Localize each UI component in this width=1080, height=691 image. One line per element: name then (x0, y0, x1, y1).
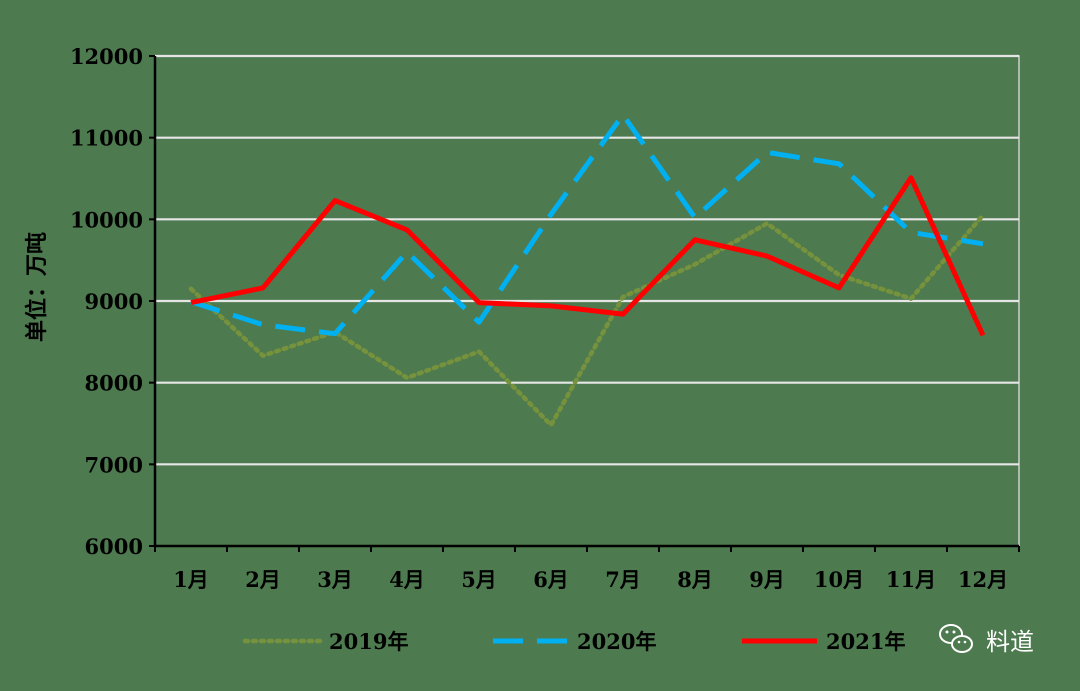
x-tick-label: 11月 (886, 567, 936, 592)
x-tick-label: 6月 (533, 567, 569, 592)
legend-item: 2020年 (493, 629, 656, 654)
x-tick-label: 1月 (173, 567, 209, 592)
x-tick-label: 8月 (677, 567, 713, 592)
legend-label: 2019年 (329, 629, 408, 654)
y-tick-label: 7000 (85, 452, 143, 477)
x-tick-label: 9月 (749, 567, 785, 592)
axes (149, 55, 1020, 552)
series-line (190, 112, 984, 337)
x-tick-label: 10月 (814, 567, 864, 592)
y-tick-label: 6000 (85, 534, 143, 559)
x-tick-label: 12月 (958, 567, 1008, 592)
y-tick-label: 8000 (85, 371, 143, 396)
y-tick-label: 10000 (70, 207, 143, 232)
x-tick-label: 4月 (389, 567, 425, 592)
legend: 2019年 2020年 2021年 (242, 629, 905, 654)
watermark: 料道 (939, 624, 1034, 656)
gridlines (155, 54, 1019, 466)
legend-item: 2019年 (242, 629, 408, 654)
y-tick-label: 9000 (85, 289, 143, 314)
wechat-icon (939, 624, 973, 653)
y-tick-labels: 6000 7000 8000 9000 10000 11000 12000 (70, 44, 143, 559)
series-line (188, 213, 986, 428)
x-tick-label: 7月 (605, 567, 641, 592)
series-lines (188, 112, 986, 428)
x-tick-label: 2月 (245, 567, 281, 592)
legend-item: 2021年 (742, 629, 905, 654)
y-axis-label: 单位：万吨 (24, 232, 50, 342)
x-tick-label: 5月 (461, 567, 497, 592)
series-1 (188, 213, 986, 428)
watermark-text: 料道 (986, 628, 1034, 656)
x-tick-labels: 1月 2月 3月 4月 5月 6月 7月 8月 9月 10月 11月 12月 (173, 567, 1008, 592)
legend-label: 2020年 (577, 629, 656, 654)
x-tick-label: 3月 (317, 567, 353, 592)
y-tick-label: 11000 (70, 126, 143, 151)
series-2 (190, 112, 984, 337)
series-line (190, 175, 986, 337)
series-3 (190, 175, 986, 337)
legend-label: 2021年 (826, 629, 905, 654)
y-tick-label: 12000 (70, 44, 143, 69)
